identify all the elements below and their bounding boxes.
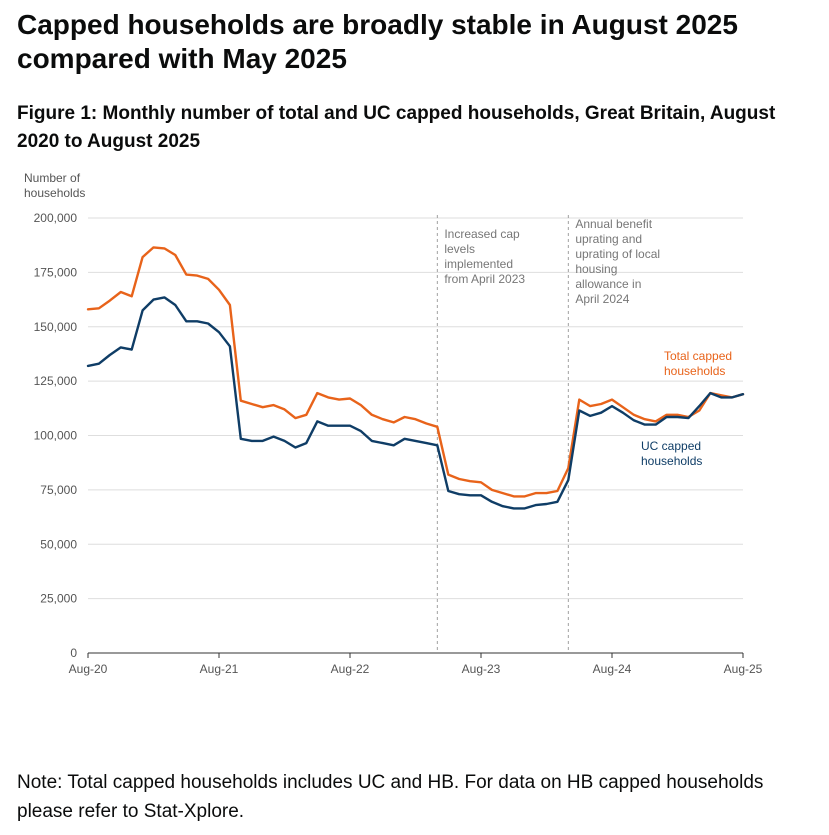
annotation-text: from April 2023 [444, 272, 525, 286]
y-tick-label: 50,000 [40, 537, 77, 551]
page-headline: Capped households are broadly stable in … [17, 9, 738, 74]
figure-title: Figure 1: Monthly number of total and UC… [17, 103, 776, 152]
y-tick-label: 25,000 [40, 592, 77, 606]
y-tick-label: 125,000 [34, 374, 78, 388]
annotation-text: uprating and [575, 232, 642, 246]
series-lines [86, 246, 745, 510]
y-tick-label: 200,000 [34, 211, 78, 225]
y-axis-title-line: households [24, 186, 85, 200]
annotation-text: April 2024 [575, 292, 629, 306]
x-tick-label: Aug-21 [200, 662, 239, 676]
y-axis-title-line: Number of [24, 171, 81, 185]
y-tick-label: 75,000 [40, 483, 77, 497]
y-tick-label: 175,000 [34, 265, 78, 279]
x-tick-label: Aug-25 [724, 662, 763, 676]
y-tick-label: 100,000 [34, 429, 78, 443]
total-capped-households-line [86, 246, 745, 498]
annotation-text: uprating of local [575, 247, 660, 261]
x-tick-label: Aug-22 [331, 662, 370, 676]
gridlines: 0 25,000 50,000 75,000 100,000 125,000 150,000… [34, 211, 743, 660]
axes: Aug-20 Aug-21 Aug-22 Aug-23 Aug-24 Aug-25 [69, 652, 763, 676]
annotation-text: implemented [444, 257, 513, 271]
uc-capped-households-label: UC capped [641, 439, 701, 453]
y-tick-label: 150,000 [34, 320, 78, 334]
annotation-text: levels [444, 242, 475, 256]
total-capped-households-label: Total capped [664, 349, 732, 363]
note-text: Note: Total capped households includes U… [17, 772, 764, 822]
x-tick-label: Aug-24 [593, 662, 632, 676]
x-tick-label: Aug-20 [69, 662, 108, 676]
annotation-text: Increased cap [444, 227, 520, 241]
uc-capped-households-label: households [641, 454, 702, 468]
annotation-text: Annual benefit [575, 217, 652, 231]
total-capped-households-label: households [664, 364, 725, 378]
x-tick-label: Aug-23 [462, 662, 501, 676]
annotation-text: allowance in [575, 277, 641, 291]
y-tick-label: 0 [70, 646, 77, 660]
annotation-text: housing [575, 262, 617, 276]
uc-capped-households-line [86, 296, 745, 510]
